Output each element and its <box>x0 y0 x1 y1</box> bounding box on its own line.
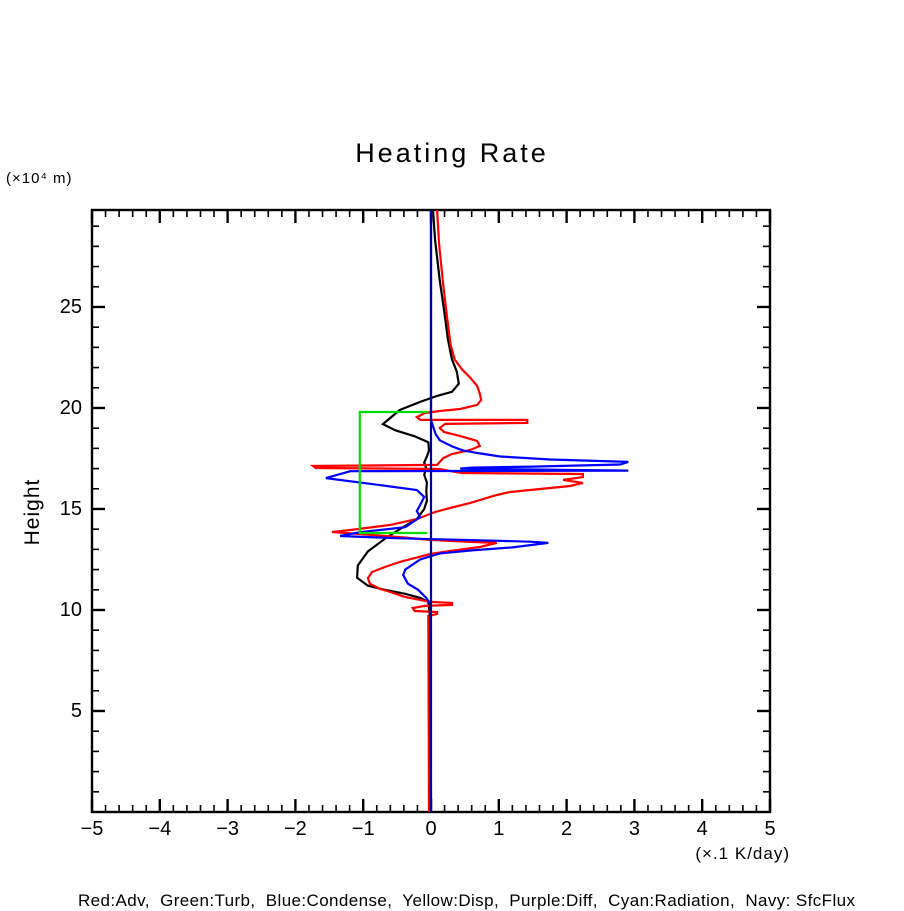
y-axis-unit-label: (×10⁴ m) <box>6 170 73 187</box>
x-tick-label-5: 5 <box>764 818 776 840</box>
x-tick-label--3: −3 <box>216 818 239 840</box>
series-Adv-line <box>309 209 585 813</box>
y-tick-label-5: 5 <box>70 699 82 722</box>
x-tick-label--2: −2 <box>283 818 307 840</box>
legend-text: Red:Adv, Green:Turb, Blue:Condense, Yell… <box>78 891 856 910</box>
series-black-unlabeled-line <box>355 209 460 812</box>
y-tick-label-20: 20 <box>59 396 82 419</box>
series-Turb-line <box>358 410 429 535</box>
y-tick-label-10: 10 <box>59 598 82 621</box>
x-tick-label--4: −4 <box>148 818 172 840</box>
y-tick-label-25: 25 <box>59 295 82 318</box>
x-tick-label-1: 1 <box>493 818 505 840</box>
x-tick-label--5: −5 <box>80 818 104 840</box>
x-tick-label-3: 3 <box>628 818 640 840</box>
chart-title: Heating Rate <box>355 138 549 168</box>
y-tick-label-15: 15 <box>59 497 82 520</box>
x-tick-label-4: 4 <box>696 818 708 840</box>
x-tick-label--1: −1 <box>351 818 375 840</box>
axis-ticks <box>90 210 772 812</box>
x-axis-unit-label: (×.1 K/day) <box>695 844 790 863</box>
data-series <box>309 209 629 813</box>
series-Condense-line <box>325 210 629 813</box>
x-tick-label-2: 2 <box>561 818 573 840</box>
x-tick-label-0: 0 <box>425 818 437 840</box>
